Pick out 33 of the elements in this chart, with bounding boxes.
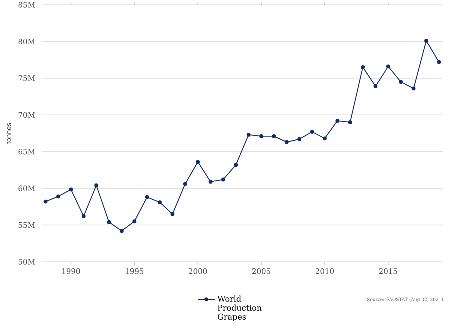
point — [399, 80, 404, 84]
point — [183, 182, 188, 186]
point — [246, 133, 251, 137]
point — [234, 163, 238, 168]
point — [323, 136, 327, 141]
point — [82, 214, 86, 218]
point — [107, 220, 112, 224]
point — [374, 84, 378, 88]
point — [145, 195, 150, 200]
point — [310, 130, 314, 134]
point — [132, 220, 137, 224]
point — [158, 200, 162, 204]
point — [222, 178, 226, 182]
point — [260, 134, 264, 138]
point — [412, 86, 416, 91]
point — [437, 60, 442, 64]
point — [196, 160, 200, 164]
point — [298, 137, 302, 142]
point — [208, 180, 213, 184]
point — [424, 39, 428, 43]
point — [336, 119, 340, 123]
point — [94, 184, 99, 188]
point — [44, 200, 48, 204]
point — [56, 194, 60, 199]
point — [284, 140, 289, 144]
point — [361, 65, 366, 70]
point — [170, 212, 175, 216]
point — [386, 64, 390, 69]
point — [120, 229, 124, 234]
point — [69, 188, 74, 192]
point — [272, 134, 276, 138]
legend-label: World Production Grapes — [218, 296, 262, 322]
point — [348, 120, 352, 124]
